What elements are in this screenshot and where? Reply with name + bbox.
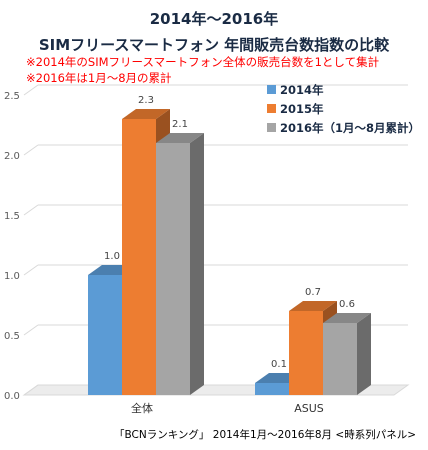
chart-subtitle: SIMフリースマートフォン 年間販売台数指数の比較: [38, 36, 390, 54]
legend-label: 2015年: [280, 101, 324, 116]
bar: [289, 311, 323, 395]
bar: [255, 383, 289, 395]
data-label: 2.1: [172, 119, 188, 130]
bar: [323, 323, 357, 395]
x-category-label: ASUS: [294, 402, 324, 415]
bar: [122, 119, 156, 395]
y-tick-label: 2.0: [4, 151, 20, 162]
legend-item-2014: 2014年: [267, 80, 420, 99]
legend-label: 2014年: [280, 82, 324, 97]
chart-source: 「BCNランキング」 2014年1月～2016年8月 <時系列パネル>: [114, 429, 416, 441]
legend-swatch: [267, 104, 276, 113]
legend-label: 2016年（1月～8月累計）: [280, 120, 421, 135]
gridline-depth: [23, 384, 39, 396]
legend-swatch: [267, 85, 276, 94]
y-tick-label: 0.5: [4, 331, 20, 342]
gridline-depth: [23, 144, 39, 156]
bar: [156, 143, 190, 395]
data-label: 2.3: [138, 95, 154, 106]
y-tick-label: 1.0: [4, 271, 20, 282]
y-tick-label: 2.5: [4, 91, 20, 102]
chart-legend: 2014年 2015年 2016年（1月～8月累計）: [267, 80, 420, 137]
bar-top: [289, 301, 337, 311]
gridline-depth: [23, 324, 39, 336]
legend-item-2015: 2015年: [267, 99, 420, 118]
data-label: 1.0: [104, 251, 120, 262]
x-category-label: 全体: [131, 401, 153, 415]
gridline-depth: [23, 84, 39, 96]
chart-note-2: ※2016年は1月～8月の累計: [26, 71, 172, 85]
legend-swatch: [267, 123, 276, 132]
chart-title: 2014年～2016年: [149, 10, 279, 28]
gridline-depth: [23, 264, 39, 276]
y-tick-label: 1.5: [4, 211, 20, 222]
data-label: 0.7: [305, 287, 321, 298]
bar-top: [156, 133, 204, 143]
data-label: 0.1: [271, 359, 287, 370]
y-tick-label: 0.0: [4, 391, 20, 402]
bar-top: [323, 313, 371, 323]
legend-item-2016: 2016年（1月～8月累計）: [267, 118, 420, 137]
bar: [88, 275, 122, 395]
bar-top: [122, 109, 170, 119]
bar-side: [190, 133, 204, 395]
gridline-depth: [23, 204, 39, 216]
data-label: 0.6: [339, 299, 355, 310]
bar-side: [357, 313, 371, 395]
chart-note-1: ※2014年のSIMフリースマートフォン全体の販売台数を1として集計: [26, 55, 380, 69]
